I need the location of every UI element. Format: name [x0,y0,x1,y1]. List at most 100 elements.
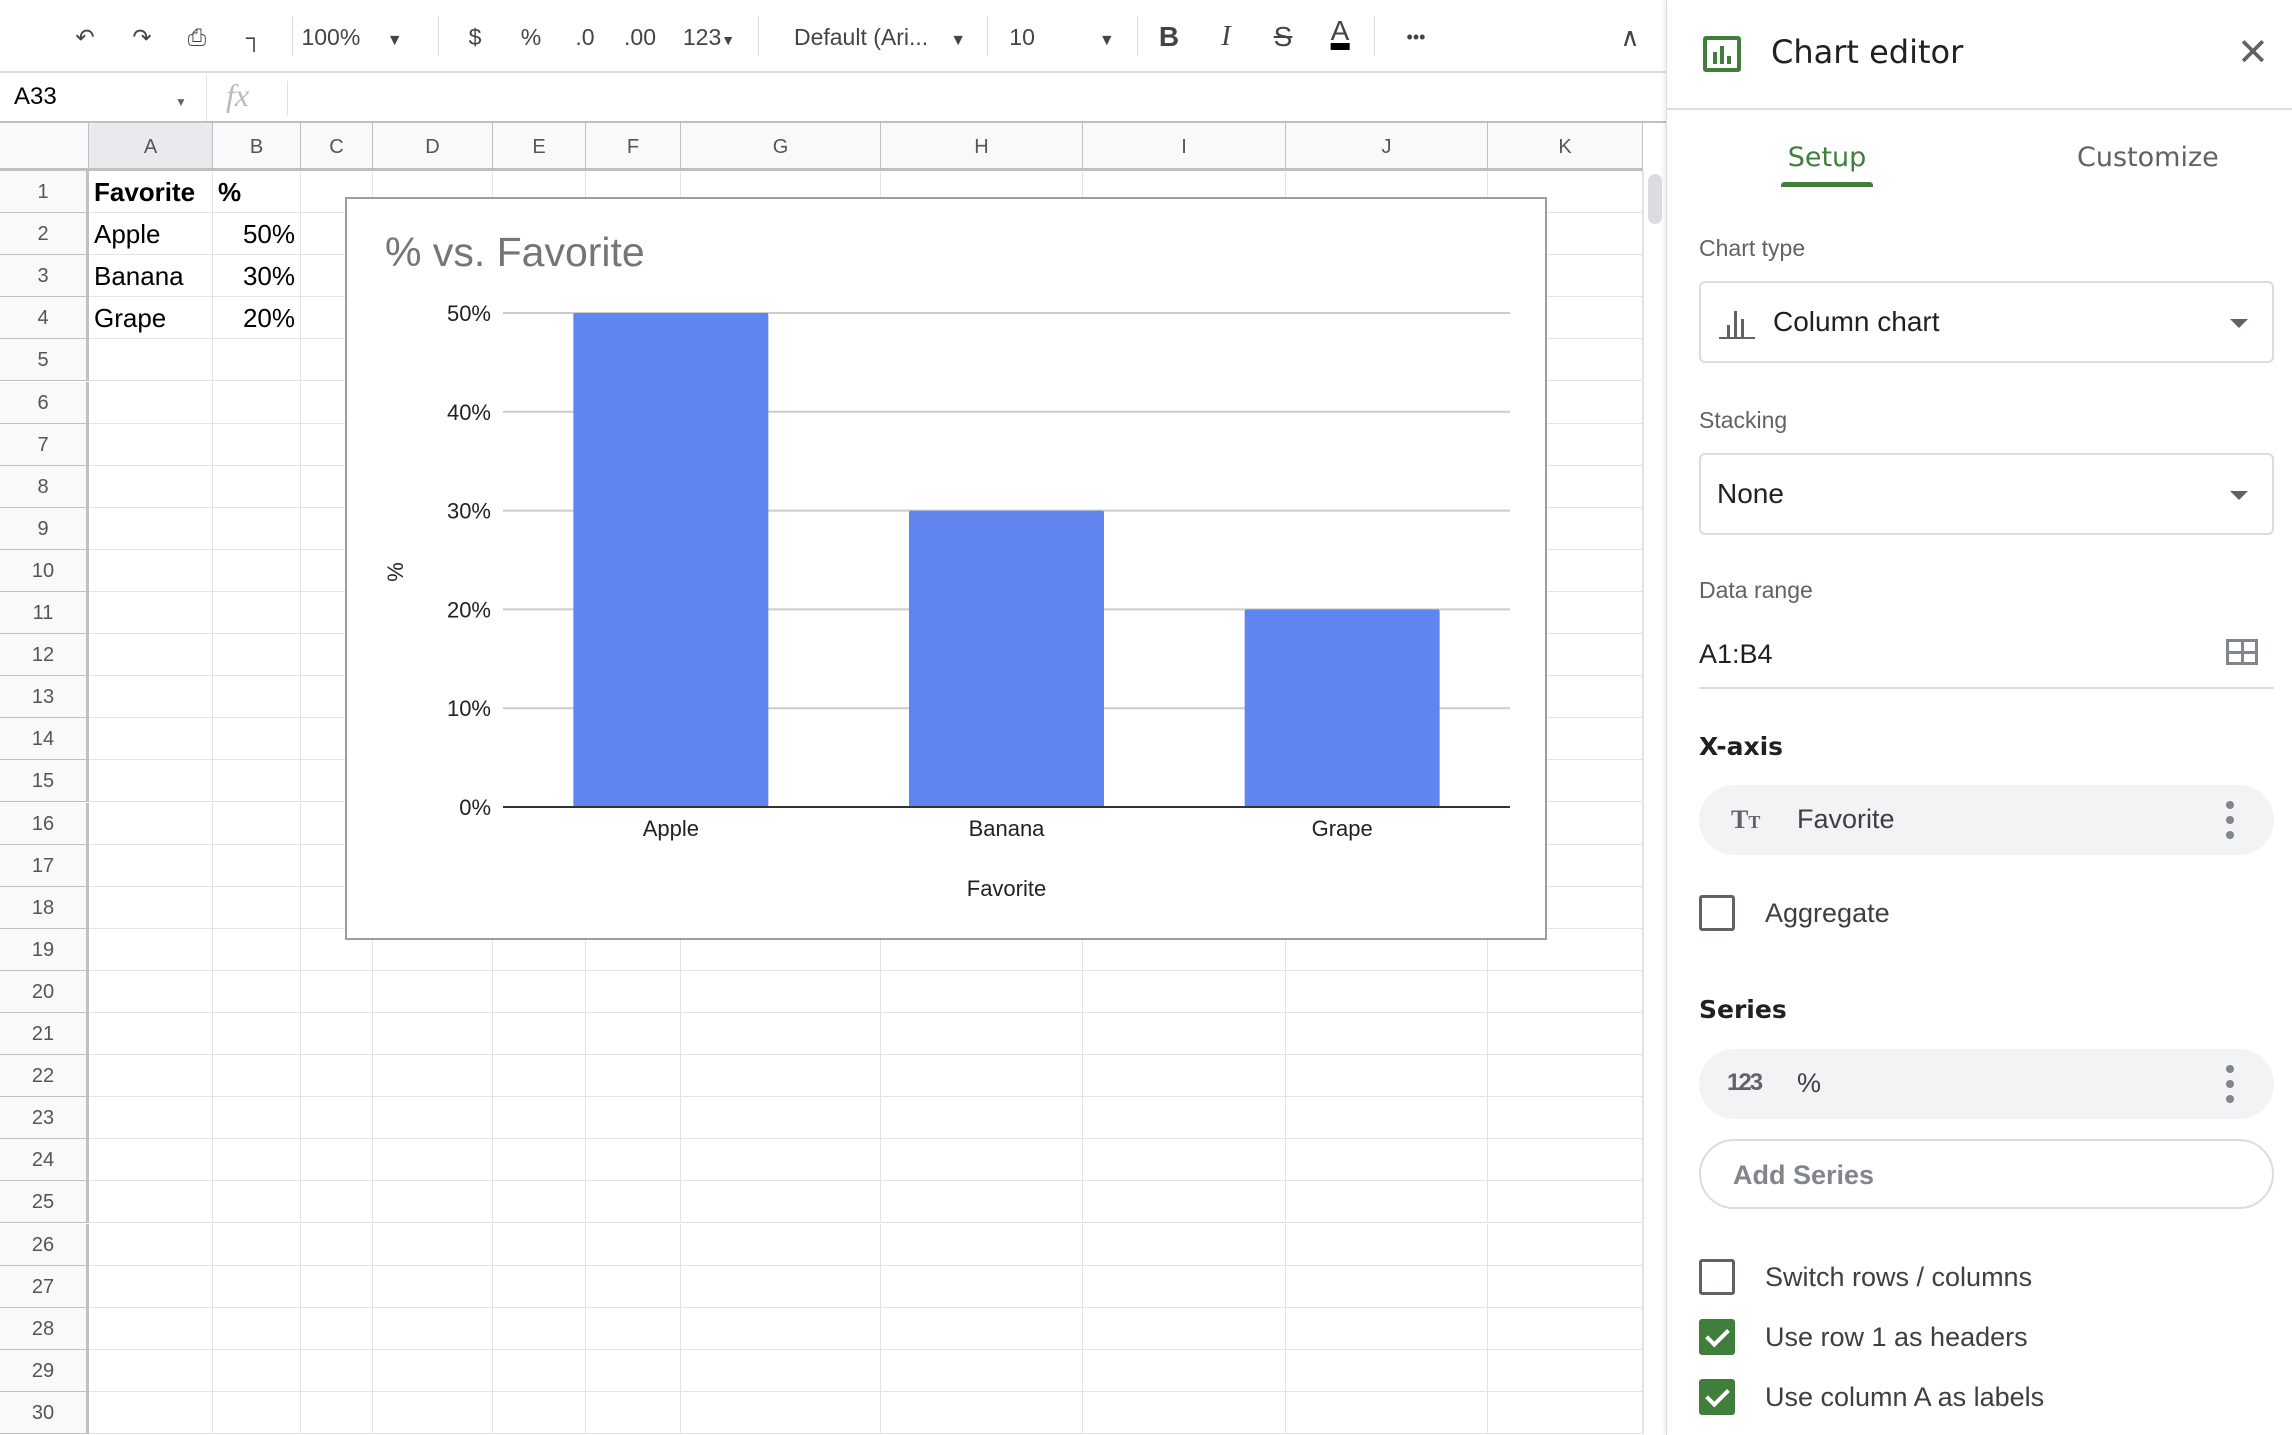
cell-D20[interactable] [373,970,493,1013]
cell-E26[interactable] [493,1223,586,1266]
cell-A13[interactable] [89,676,213,719]
cell-K24[interactable] [1488,1139,1643,1182]
cell-G24[interactable] [681,1139,881,1182]
cell-B24[interactable] [213,1139,301,1182]
cell-A28[interactable] [89,1307,213,1350]
cell-K21[interactable] [1488,1013,1643,1056]
cell-D25[interactable] [373,1181,493,1224]
cell-B16[interactable] [213,802,301,845]
cell-K9[interactable] [1488,507,1643,550]
text-color-button[interactable]: A [1330,12,1350,50]
tab-setup[interactable]: Setup [1787,142,1867,173]
cell-B23[interactable] [213,1097,301,1140]
cell-B22[interactable] [213,1055,301,1098]
cell-A26[interactable] [89,1223,213,1266]
cell-I28[interactable] [1083,1307,1286,1350]
cell-F29[interactable] [586,1349,681,1392]
cell-H20[interactable] [881,970,1083,1013]
cell-E25[interactable] [493,1181,586,1224]
cell-A9[interactable] [89,507,213,550]
aggregate-checkbox-row[interactable]: Aggregate [1699,893,1890,933]
x-axis-chip[interactable]: TT Favorite [1699,785,2274,855]
cell-A15[interactable] [89,760,213,803]
cell-B27[interactable] [213,1265,301,1308]
italic-button[interactable]: I [1221,21,1231,52]
cell-J21[interactable] [1286,1013,1488,1056]
column-header-D[interactable]: D [373,123,493,171]
cell-F27[interactable] [586,1265,681,1308]
cell-K11[interactable] [1488,592,1643,635]
cell-G25[interactable] [681,1181,881,1224]
cell-K28[interactable] [1488,1307,1643,1350]
cell-D23[interactable] [373,1097,493,1140]
cell-B5[interactable] [213,339,301,382]
row-header-24[interactable]: 24 [0,1139,89,1182]
cell-E30[interactable] [493,1391,586,1434]
cell-A4[interactable]: Grape [89,297,213,340]
row-header-25[interactable]: 25 [0,1181,89,1224]
cell-J23[interactable] [1286,1097,1488,1140]
tab-customize[interactable]: Customize [2077,142,2219,173]
cell-C29[interactable] [301,1349,373,1392]
cell-B14[interactable] [213,718,301,761]
cell-F22[interactable] [586,1055,681,1098]
row-header-2[interactable]: 2 [0,213,89,256]
cell-K17[interactable] [1488,844,1643,887]
cell-E19[interactable] [493,928,586,971]
row-header-7[interactable]: 7 [0,423,89,466]
cell-A14[interactable] [89,718,213,761]
cell-G19[interactable] [681,928,881,971]
cell-E20[interactable] [493,970,586,1013]
collapse-chevron-up-icon[interactable]: ∧ [1620,22,1640,52]
cell-G22[interactable] [681,1055,881,1098]
cell-H30[interactable] [881,1391,1083,1434]
cell-K2[interactable] [1488,213,1643,256]
cell-B1[interactable]: % [213,171,301,214]
column-header-C[interactable]: C [301,123,373,171]
formula-input[interactable] [300,83,1640,115]
decrease-decimal-button[interactable]: .0 [575,24,595,50]
row-header-20[interactable]: 20 [0,970,89,1013]
row-header-9[interactable]: 9 [0,507,89,550]
cell-B15[interactable] [213,760,301,803]
cell-K5[interactable] [1488,339,1643,382]
cell-J28[interactable] [1286,1307,1488,1350]
currency-button[interactable]: $ [468,24,482,50]
cell-A22[interactable] [89,1055,213,1098]
cell-C26[interactable] [301,1223,373,1266]
cell-F24[interactable] [586,1139,681,1182]
cell-A8[interactable] [89,465,213,508]
cell-B26[interactable] [213,1223,301,1266]
row-header-8[interactable]: 8 [0,465,89,508]
cell-H28[interactable] [881,1307,1083,1350]
cell-B11[interactable] [213,592,301,635]
cell-A10[interactable] [89,549,213,592]
cell-K7[interactable] [1488,423,1643,466]
cell-F20[interactable] [586,970,681,1013]
cell-B8[interactable] [213,465,301,508]
select-all-corner[interactable] [0,123,89,171]
data-range-input[interactable]: A1:B4 [1699,637,2274,689]
cell-I21[interactable] [1083,1013,1286,1056]
column-header-K[interactable]: K [1488,123,1643,171]
cell-J30[interactable] [1286,1391,1488,1434]
cell-A21[interactable] [89,1013,213,1056]
cell-A18[interactable] [89,886,213,929]
cell-D26[interactable] [373,1223,493,1266]
cell-C28[interactable] [301,1307,373,1350]
row-header-17[interactable]: 17 [0,844,89,887]
row-header-21[interactable]: 21 [0,1013,89,1056]
cell-K18[interactable] [1488,886,1643,929]
cell-E27[interactable] [493,1265,586,1308]
row-header-5[interactable]: 5 [0,339,89,382]
cell-A17[interactable] [89,844,213,887]
cell-I25[interactable] [1083,1181,1286,1224]
cell-B10[interactable] [213,549,301,592]
cell-K3[interactable] [1488,255,1643,298]
font-size-select[interactable]: 10 ▼ [1009,18,1114,56]
more-vert-icon[interactable] [2226,1065,2234,1103]
cell-B3[interactable]: 30% [213,255,301,298]
row-header-29[interactable]: 29 [0,1349,89,1392]
strikethrough-button[interactable]: S [1273,21,1293,52]
cell-B25[interactable] [213,1181,301,1224]
